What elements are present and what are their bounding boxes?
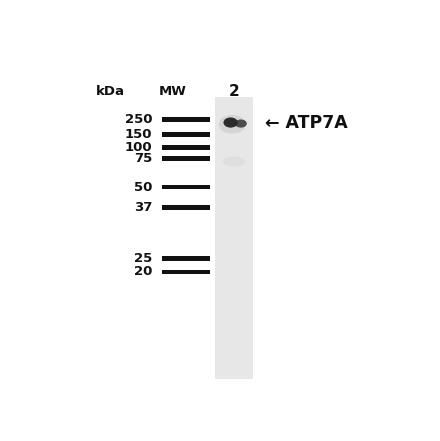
Bar <box>162 269 210 274</box>
Bar <box>162 256 210 261</box>
Bar <box>215 97 253 379</box>
Bar <box>162 205 210 210</box>
Text: 20: 20 <box>134 265 152 278</box>
Ellipse shape <box>224 117 238 127</box>
Bar <box>162 185 210 190</box>
Text: MW: MW <box>158 86 186 98</box>
Text: kDa: kDa <box>96 86 125 98</box>
Text: 75: 75 <box>134 153 152 165</box>
Text: 25: 25 <box>134 252 152 265</box>
Text: 2: 2 <box>229 85 239 100</box>
Text: 50: 50 <box>134 180 152 194</box>
Ellipse shape <box>219 115 246 134</box>
Text: 37: 37 <box>134 201 152 214</box>
Ellipse shape <box>223 157 245 167</box>
Text: 150: 150 <box>125 128 152 141</box>
Ellipse shape <box>235 120 247 127</box>
Bar <box>162 157 210 161</box>
Text: ← ATP7A: ← ATP7A <box>265 113 348 131</box>
Bar <box>162 117 210 122</box>
Bar <box>162 132 210 137</box>
Text: 250: 250 <box>125 112 152 126</box>
Text: 100: 100 <box>125 141 152 154</box>
Bar <box>162 145 210 149</box>
